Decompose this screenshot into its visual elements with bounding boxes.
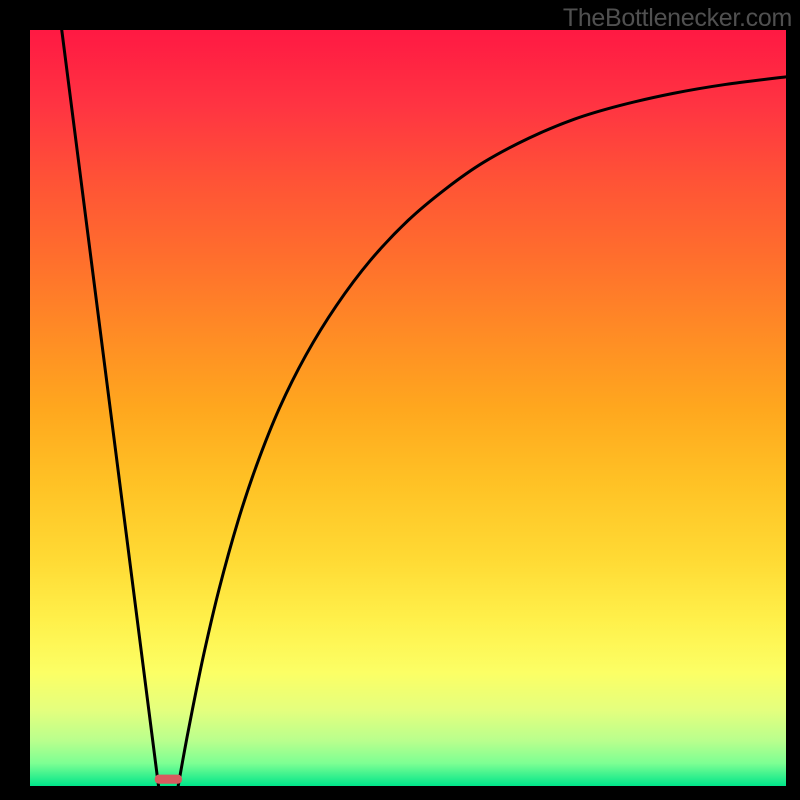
chart-svg <box>0 0 800 800</box>
watermark-label: TheBottlenecker.com <box>563 4 792 33</box>
optimal-marker <box>155 775 182 784</box>
bottleneck-chart: TheBottlenecker.com <box>0 0 800 800</box>
